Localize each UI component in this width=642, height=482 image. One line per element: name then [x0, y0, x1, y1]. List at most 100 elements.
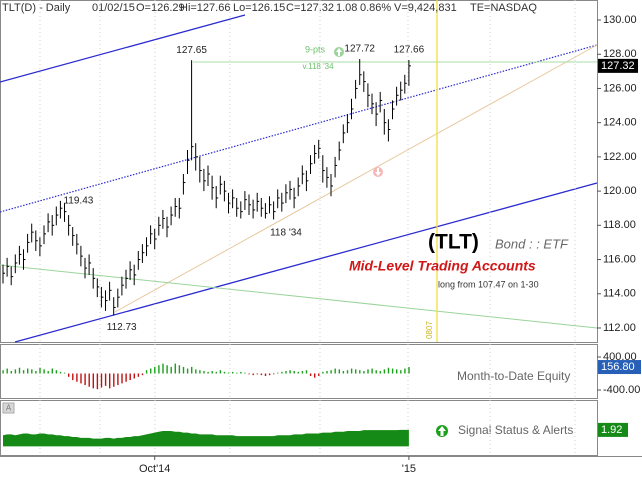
down-icon-arrow: [375, 168, 381, 176]
equity-bar: [391, 368, 394, 374]
price-extreme-label: 127.65: [176, 45, 207, 56]
equity-bar: [285, 371, 287, 374]
equity-bar: [383, 369, 386, 374]
price-extreme-label: 127.66: [394, 45, 425, 56]
equity-bar: [334, 368, 336, 374]
header-change: 1.08: [336, 2, 357, 14]
equity-bar: [359, 370, 361, 374]
signal-title: Signal Status & Alerts: [458, 423, 573, 437]
equity-bar: [387, 367, 390, 374]
equity-bar: [277, 372, 279, 374]
equity-bar: [367, 369, 369, 374]
header-date: 01/02/15: [92, 2, 135, 14]
equity-bar: [162, 363, 164, 374]
equity-bar: [330, 370, 332, 374]
equity-bar: [223, 371, 226, 374]
y-tick-label: 118.00: [603, 219, 636, 231]
equity-bar: [248, 373, 250, 375]
y-tick-label: 120.00: [603, 185, 637, 197]
equity-value-label: 156.80: [601, 361, 635, 373]
equity-bar: [125, 373, 127, 382]
equity-bar: [59, 371, 62, 374]
equity-bar: [113, 373, 115, 387]
equity-bar: [309, 373, 312, 376]
price-extreme-label: 112.73: [107, 322, 137, 333]
equity-bar: [350, 368, 353, 374]
equity-bar: [158, 365, 160, 374]
equity-bar: [80, 373, 82, 384]
equity-bar: [35, 371, 37, 374]
equity-bar: [305, 370, 308, 374]
equity-bar: [408, 367, 410, 374]
equity-bar: [375, 370, 377, 374]
equity-bar: [129, 373, 131, 381]
equity-bar: [215, 371, 217, 374]
equity-bar: [191, 366, 193, 374]
equity-bar: [232, 371, 234, 374]
equity-bar: [244, 372, 246, 374]
equity-bar: [252, 373, 254, 376]
equity-bar: [338, 369, 340, 374]
equity-title: Month-to-Date Equity: [457, 369, 570, 383]
equity-bar: [289, 370, 291, 374]
annotation: 118 '34: [270, 228, 302, 239]
equity-bar: [322, 371, 324, 374]
equity-bar: [227, 372, 230, 374]
header-exchange: TE=NASDAQ: [470, 2, 537, 14]
equity-bar: [84, 373, 86, 386]
x-tick-label: '15: [402, 463, 416, 475]
equity-bar: [219, 370, 222, 374]
equity-bar: [240, 371, 242, 374]
header-high: Hi=127.66: [180, 2, 230, 14]
equity-bar: [6, 368, 8, 374]
equity-bar: [281, 371, 283, 374]
equity-bar: [293, 371, 295, 374]
equity-bar: [51, 368, 53, 374]
equity-bar: [199, 370, 201, 374]
equity-bar: [31, 369, 33, 374]
equity-bar: [68, 373, 70, 377]
equity-bar: [104, 373, 107, 386]
equity-bar: [301, 371, 304, 374]
annotation: long from 107.47 on 1-30: [438, 279, 539, 289]
signal-panel: [0, 400, 598, 456]
equity-bar: [88, 373, 90, 387]
equity-bar: [47, 371, 49, 374]
equity-bar: [22, 370, 25, 374]
equity-bar: [170, 366, 172, 374]
equity-bar: [96, 373, 99, 390]
equity-bar: [121, 373, 123, 384]
upper-channel-line: [0, 14, 246, 83]
equity-bar: [203, 371, 205, 374]
equity-bar: [63, 372, 66, 374]
header-change-pct: 0.86%: [360, 2, 391, 14]
equity-bar: [182, 366, 185, 374]
signal-icon-arrow: [438, 426, 446, 436]
equity-bar: [211, 371, 213, 374]
equity-bar: [150, 368, 152, 374]
header-low: Lo=126.15: [233, 2, 285, 14]
equity-bar: [236, 372, 238, 374]
equity-bar: [268, 373, 271, 376]
equity-bar: [109, 373, 111, 389]
equity-bar: [76, 373, 78, 382]
header-close: C=127.32: [286, 2, 334, 14]
equity-bar: [18, 367, 21, 374]
equity-bar: [346, 370, 349, 374]
alert-badge-letter: A: [6, 404, 12, 413]
equity-bar: [371, 368, 373, 374]
equity-bar: [72, 373, 74, 381]
y-tick-label: 126.00: [603, 82, 637, 94]
alert-badge[interactable]: [2, 402, 15, 414]
equity-bar: [100, 373, 103, 388]
equity-bar: [400, 370, 402, 374]
y-tick-label: 128.00: [603, 48, 637, 60]
equity-bar: [137, 373, 140, 377]
equity-bar: [14, 369, 17, 374]
green-trend-line: [0, 264, 598, 329]
equity-bar: [145, 370, 148, 374]
price-extreme-label: 127.72: [344, 44, 375, 55]
equity-panel: [0, 344, 598, 399]
